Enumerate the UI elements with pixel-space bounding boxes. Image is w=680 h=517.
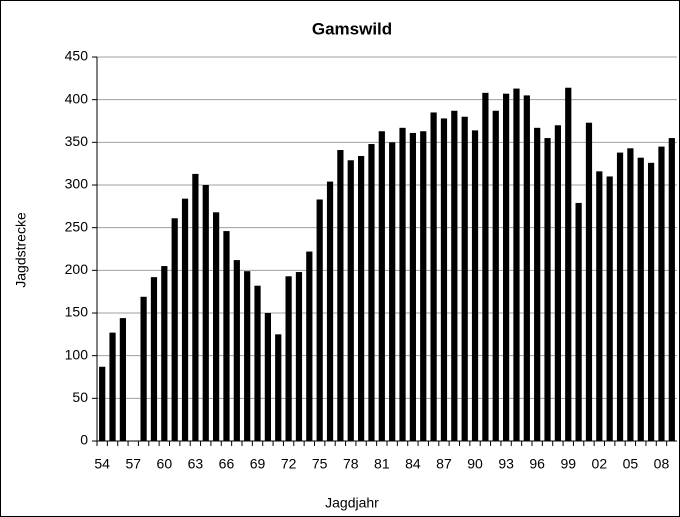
- bar: [523, 95, 530, 442]
- bar: [616, 152, 624, 441]
- x-tick-label: 96: [529, 456, 545, 472]
- bar: [389, 142, 396, 442]
- y-tick-label: 350: [65, 133, 89, 149]
- x-tick-label: 05: [623, 456, 639, 472]
- bar: [409, 132, 416, 442]
- x-tick-label: 63: [188, 456, 204, 472]
- x-tick-label: 93: [498, 456, 514, 472]
- x-tick-label: 57: [125, 456, 141, 472]
- y-tick-label: 100: [65, 346, 89, 362]
- bar: [430, 112, 437, 441]
- bar: [326, 181, 334, 441]
- bar: [534, 127, 541, 442]
- bar: [202, 185, 209, 441]
- y-tick-label: 400: [65, 90, 89, 106]
- bar: [181, 198, 189, 441]
- bar: [648, 162, 655, 441]
- bar: [244, 271, 251, 441]
- bar: [233, 260, 240, 441]
- y-tick-label: 450: [65, 48, 89, 64]
- bar: [378, 131, 385, 442]
- bar: [471, 130, 479, 442]
- bar: [285, 276, 292, 441]
- bar: [140, 296, 147, 441]
- bar: [192, 173, 199, 441]
- x-tick-label: 66: [219, 456, 235, 472]
- bar: [627, 148, 634, 441]
- bar: [596, 171, 603, 441]
- bar: [337, 150, 344, 441]
- x-tick-label: 84: [405, 456, 421, 472]
- bar: [451, 110, 458, 441]
- bar: [213, 212, 220, 441]
- x-tick-label: 60: [157, 456, 173, 472]
- x-tick-label: 78: [343, 456, 359, 472]
- bar: [316, 199, 323, 441]
- bar: [99, 366, 106, 441]
- x-tick-label: 87: [436, 456, 452, 472]
- bar: [264, 313, 271, 441]
- x-tick-label: 02: [592, 456, 608, 472]
- chart-title: Gamswild: [312, 19, 392, 38]
- bar: [554, 125, 561, 442]
- bar: [399, 127, 406, 442]
- bar: [565, 87, 572, 441]
- y-tick-label: 150: [65, 304, 89, 320]
- bar: [606, 176, 613, 441]
- bar: [658, 146, 665, 441]
- y-tick-label: 300: [65, 176, 89, 192]
- x-tick-label: 81: [374, 456, 390, 472]
- bar: [440, 118, 448, 441]
- y-tick-label: 250: [65, 218, 89, 234]
- bar: [295, 272, 303, 441]
- x-tick-label: 75: [312, 456, 328, 472]
- x-tick-label: 54: [94, 456, 110, 472]
- x-tick-label: 69: [250, 456, 266, 472]
- y-tick-label: 0: [80, 432, 88, 448]
- bar: [347, 160, 354, 441]
- bar: [420, 131, 427, 442]
- y-tick-label: 200: [65, 261, 89, 277]
- x-tick-label: 72: [281, 456, 297, 472]
- bar: [637, 157, 644, 441]
- bar: [585, 122, 593, 441]
- y-axis-label: Jagdstrecke: [13, 212, 29, 288]
- bar: [275, 334, 282, 441]
- bar: [544, 138, 551, 442]
- x-tick-label: 90: [467, 456, 483, 472]
- bar: [461, 116, 468, 441]
- bar: [119, 318, 126, 441]
- x-tick-label: 08: [654, 456, 670, 472]
- bar: [492, 110, 499, 441]
- bar: [161, 266, 168, 441]
- bar: [575, 202, 582, 441]
- bar: [109, 332, 116, 441]
- x-axis-label: Jagdjahr: [325, 495, 379, 511]
- bar: [368, 144, 375, 442]
- y-tick-label: 50: [72, 389, 88, 405]
- bar: [223, 231, 230, 441]
- bar: [358, 155, 365, 441]
- bar: [254, 285, 261, 441]
- x-tick-label: 99: [560, 456, 576, 472]
- bar: [482, 92, 489, 441]
- bar: [503, 93, 510, 442]
- bar: [306, 251, 313, 441]
- bar: [171, 218, 178, 441]
- bar: [668, 138, 675, 442]
- bar: [150, 277, 158, 441]
- bar: [513, 88, 520, 441]
